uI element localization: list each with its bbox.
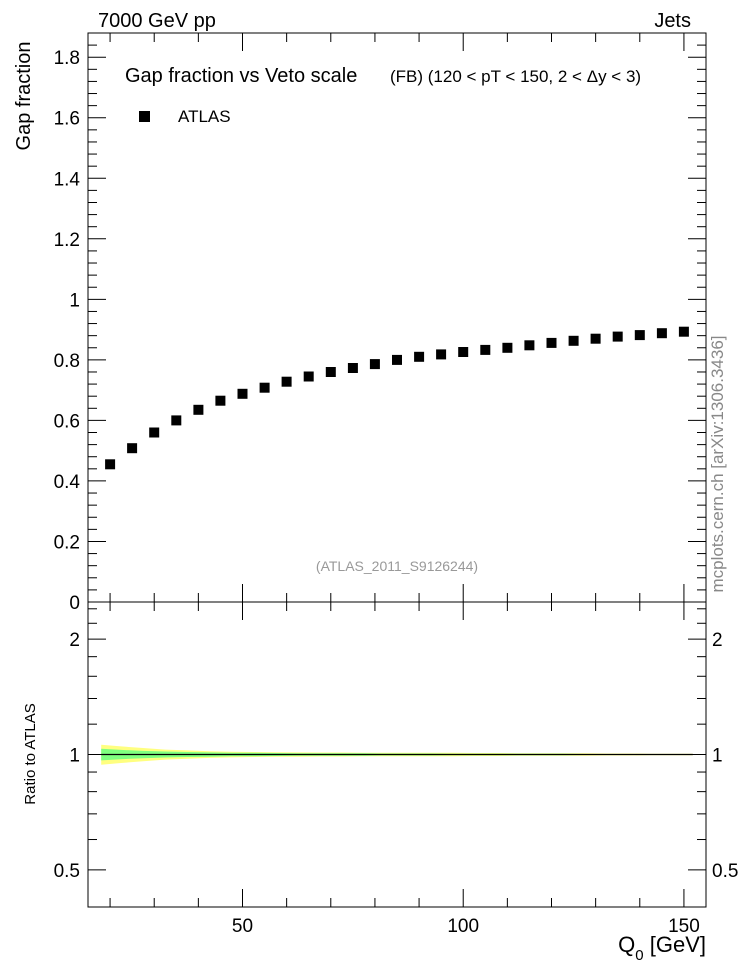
main-y-tick-label: 0.8 xyxy=(54,351,80,372)
ratio-y-tick-label-right: 1 xyxy=(712,746,723,767)
mcplots-side-label: mcplots.cern.ch [arXiv:1306.3436] xyxy=(708,335,727,592)
data-point xyxy=(303,371,314,382)
chart-elements: 0 0.2 0.4 0.6 0.8 1 1.2 1.4 1.6 1.8 50 100 150 0.5 0.5… xyxy=(54,33,738,937)
data-point xyxy=(502,342,513,353)
legend-label-atlas: ATLAS xyxy=(178,107,231,126)
data-point xyxy=(259,382,270,393)
main-y-tick-label: 0 xyxy=(69,593,80,614)
x-tick-label: 100 xyxy=(447,916,479,937)
data-point xyxy=(634,330,645,341)
data-point xyxy=(458,347,469,357)
header-left-label: 7000 GeV pp xyxy=(98,10,216,32)
data-point xyxy=(436,349,447,360)
main-y-tick-label: 1 xyxy=(69,290,80,311)
data-point xyxy=(127,443,138,454)
analysis-id-annotation: (ATLAS_2011_S9126244) xyxy=(316,558,478,574)
data-point xyxy=(105,459,116,470)
x-tick-label: 150 xyxy=(668,916,700,937)
main-y-tick-label: 0.6 xyxy=(54,411,80,432)
data-point xyxy=(392,354,402,365)
data-point xyxy=(414,351,425,362)
x-tick-label: 50 xyxy=(232,916,253,937)
main-y-tick-label: 1.8 xyxy=(54,48,80,69)
data-point xyxy=(369,359,380,370)
x-axis-label: Q0 [GeV] xyxy=(618,932,706,964)
data-point xyxy=(480,344,491,355)
data-point xyxy=(171,415,182,426)
data-point xyxy=(325,367,336,377)
data-point xyxy=(149,427,160,438)
data-point xyxy=(524,340,535,351)
data-point xyxy=(678,326,689,337)
ratio-y-tick-label: 2 xyxy=(69,630,80,651)
ratio-y-axis-label: Ratio to ATLAS xyxy=(22,703,39,804)
data-point xyxy=(568,335,579,346)
ratio-y-tick-label: 0.5 xyxy=(54,861,80,882)
data-point xyxy=(590,333,601,344)
ratio-y-tick-label: 1 xyxy=(69,746,80,767)
data-point xyxy=(656,328,667,339)
header-right-label: Jets xyxy=(654,10,691,32)
data-point xyxy=(215,395,226,406)
main-y-tick-label: 0.2 xyxy=(54,532,80,553)
data-point xyxy=(347,363,358,373)
main-y-tick-label: 1.2 xyxy=(54,230,80,251)
main-y-tick-label: 1.6 xyxy=(54,109,80,130)
legend-marker-atlas xyxy=(139,111,150,122)
ratio-y-tick-label-right: 0.5 xyxy=(712,861,738,882)
data-point xyxy=(237,388,248,399)
data-point xyxy=(612,331,623,342)
data-point xyxy=(193,404,204,415)
main-y-tick-label: 0.4 xyxy=(54,472,81,493)
data-point xyxy=(281,376,292,387)
main-plot-title: Gap fraction vs Veto scale xyxy=(125,65,357,87)
ratio-y-tick-label-right: 2 xyxy=(712,630,723,651)
main-y-tick-label: 1.4 xyxy=(54,169,81,190)
data-point xyxy=(546,337,557,348)
main-y-axis-label: Gap fraction xyxy=(13,42,35,151)
main-plot-subtitle: (FB) (120 < pT < 150, 2 < Δy < 3) xyxy=(390,67,641,86)
